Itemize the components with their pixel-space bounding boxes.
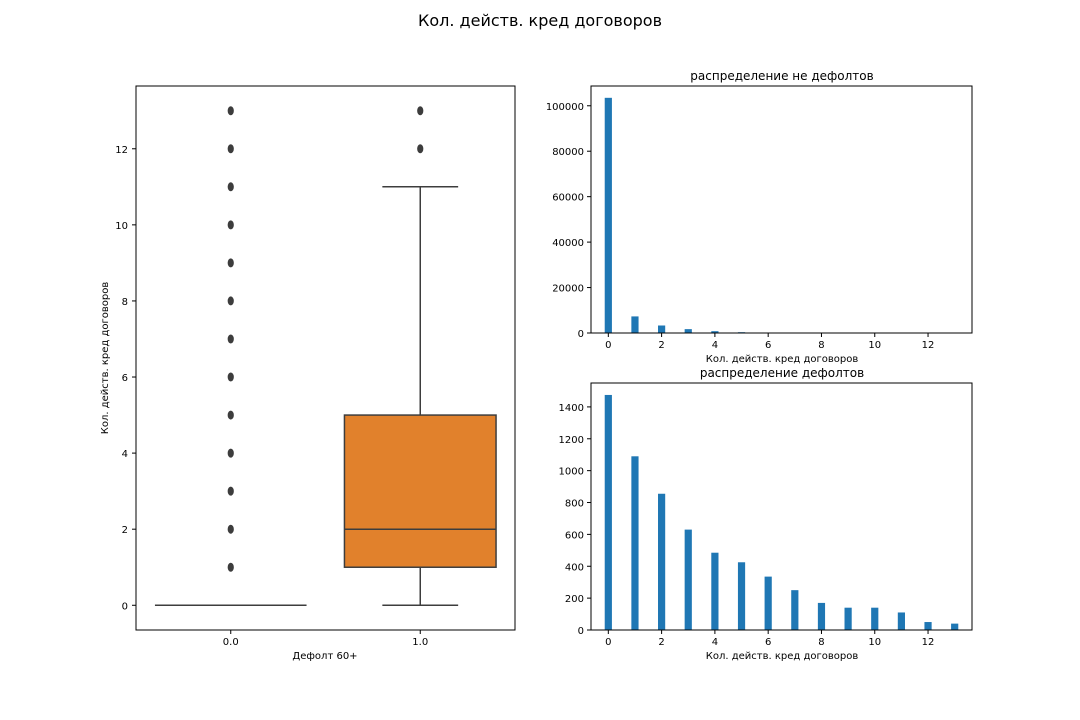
x-tick-label: 0.0: [223, 637, 239, 648]
y-tick-label: 20000: [552, 284, 584, 295]
y-tick-label: 200: [565, 594, 584, 605]
boxplot-x-ticks: 0.0 1.0: [223, 630, 428, 648]
x-tick-label: 6: [765, 340, 771, 351]
histogram-defaults-y-ticks: 0 200 400 600 800 1000 1200 1400: [559, 403, 591, 637]
y-tick-label: 60000: [552, 193, 584, 204]
y-tick-label: 12: [115, 145, 128, 156]
x-tick-label: 4: [712, 637, 718, 648]
y-tick-label: 1000: [559, 467, 584, 478]
histogram-bar: [737, 562, 746, 630]
boxplot-y-ticks: 0 2 4 6 8 10 12: [115, 145, 136, 612]
histogram-bar: [684, 329, 692, 333]
boxplot-frame: [135, 85, 516, 631]
outlier-point: [227, 296, 234, 306]
outlier-point: [227, 182, 234, 192]
y-tick-label: 6: [122, 373, 128, 384]
outlier-point: [227, 448, 234, 458]
histogram-bar: [924, 622, 932, 630]
outlier-point: [417, 106, 424, 116]
histogram-non-defaults-x-label: Кол. действ. кред договоров: [706, 354, 859, 365]
outlier-point: [417, 144, 424, 154]
x-tick-label: 4: [712, 340, 718, 351]
histogram-defaults-bars: [604, 394, 959, 630]
y-tick-label: 0: [122, 601, 128, 612]
histogram-defaults-x-ticks: 0 2 4 6 8 10 12: [605, 630, 934, 648]
x-tick-label: 12: [922, 340, 935, 351]
histogram-bar: [711, 331, 719, 333]
histogram-non-defaults-panel: распределение не дефолтов 02000040000600…: [546, 69, 973, 365]
histogram-defaults-x-label: Кол. действ. кред договоров: [706, 651, 859, 662]
y-tick-label: 2: [122, 525, 128, 536]
outlier-point: [227, 106, 234, 116]
y-tick-label: 10: [115, 221, 128, 232]
outlier-point: [227, 144, 234, 154]
boxplot-x-label: Дефолт 60+: [292, 651, 357, 662]
y-tick-label: 80000: [552, 147, 584, 158]
box-0.0: [154, 106, 307, 607]
y-tick-label: 800: [565, 499, 584, 510]
histogram-bar: [631, 316, 639, 333]
x-tick-label: 8: [818, 637, 824, 648]
histogram-bar: [844, 607, 852, 630]
x-tick-label: 2: [658, 637, 664, 648]
y-tick-label: 8: [122, 297, 128, 308]
x-tick-label: 10: [868, 340, 881, 351]
y-tick-label: 0: [578, 626, 584, 637]
y-tick-label: 40000: [552, 238, 584, 249]
histogram-bar: [658, 493, 666, 630]
y-tick-label: 1200: [559, 435, 584, 446]
histogram-defaults-panel: распределение дефолтов 02004006008001000…: [559, 366, 973, 662]
histogram-bar: [658, 325, 666, 333]
x-tick-label: 2: [658, 340, 664, 351]
y-tick-label: 4: [122, 449, 128, 460]
x-tick-label: 0: [605, 637, 611, 648]
y-tick-label: 600: [565, 530, 584, 541]
boxplot-y-label: Кол. действ. кред договоров: [100, 282, 111, 435]
histogram-bar: [951, 623, 959, 630]
outlier-point: [227, 524, 234, 534]
histogram-bar: [631, 456, 639, 630]
histogram-non-defaults-y-ticks: 0 20000 40000 60000 80000 100000: [546, 102, 591, 340]
outlier-point: [227, 562, 234, 572]
x-tick-label: 0: [605, 340, 611, 351]
y-tick-label: 0: [578, 329, 584, 340]
histogram-bar: [711, 552, 719, 630]
x-tick-label: 8: [818, 340, 824, 351]
x-tick-label: 6: [765, 637, 771, 648]
outlier-point: [227, 258, 234, 268]
boxplot-panel: 0 2 4 6 8 10 12 0.0 1.0 Дефолт 60+ Кол. действ.…: [100, 85, 516, 662]
x-tick-label: 10: [868, 637, 881, 648]
histogram-defaults-title: распределение дефолтов: [700, 366, 864, 380]
histogram-bar: [897, 612, 905, 630]
histogram-non-defaults-title: распределение не дефолтов: [690, 69, 873, 83]
x-tick-label: 1.0: [412, 637, 428, 648]
histogram-bar: [871, 607, 879, 630]
figure-title: Кол. действ. кред договоров: [418, 11, 662, 30]
outlier-point: [227, 410, 234, 420]
x-tick-label: 12: [922, 637, 935, 648]
histogram-bar: [817, 602, 826, 630]
boxplot-marks: [154, 106, 497, 607]
y-tick-label: 100000: [546, 102, 584, 113]
histogram-non-defaults-frame: [590, 85, 973, 334]
y-tick-label: 1400: [559, 403, 584, 414]
y-tick-label: 400: [565, 562, 584, 573]
histogram-non-defaults-bars: [604, 97, 959, 333]
histogram-bar: [764, 576, 772, 630]
histogram-bar: [684, 529, 692, 630]
histogram-bar: [791, 590, 799, 630]
box-body: [343, 414, 497, 568]
outlier-point: [227, 372, 234, 382]
outlier-point: [227, 486, 234, 496]
histogram-bar: [604, 97, 612, 333]
outlier-point: [227, 334, 234, 344]
box-1.0: [343, 106, 497, 607]
histogram-non-defaults-x-ticks: 0 2 4 6 8 10 12: [605, 333, 934, 351]
histogram-bar: [604, 394, 612, 630]
histogram-defaults-frame: [590, 382, 973, 631]
outlier-point: [227, 220, 234, 230]
